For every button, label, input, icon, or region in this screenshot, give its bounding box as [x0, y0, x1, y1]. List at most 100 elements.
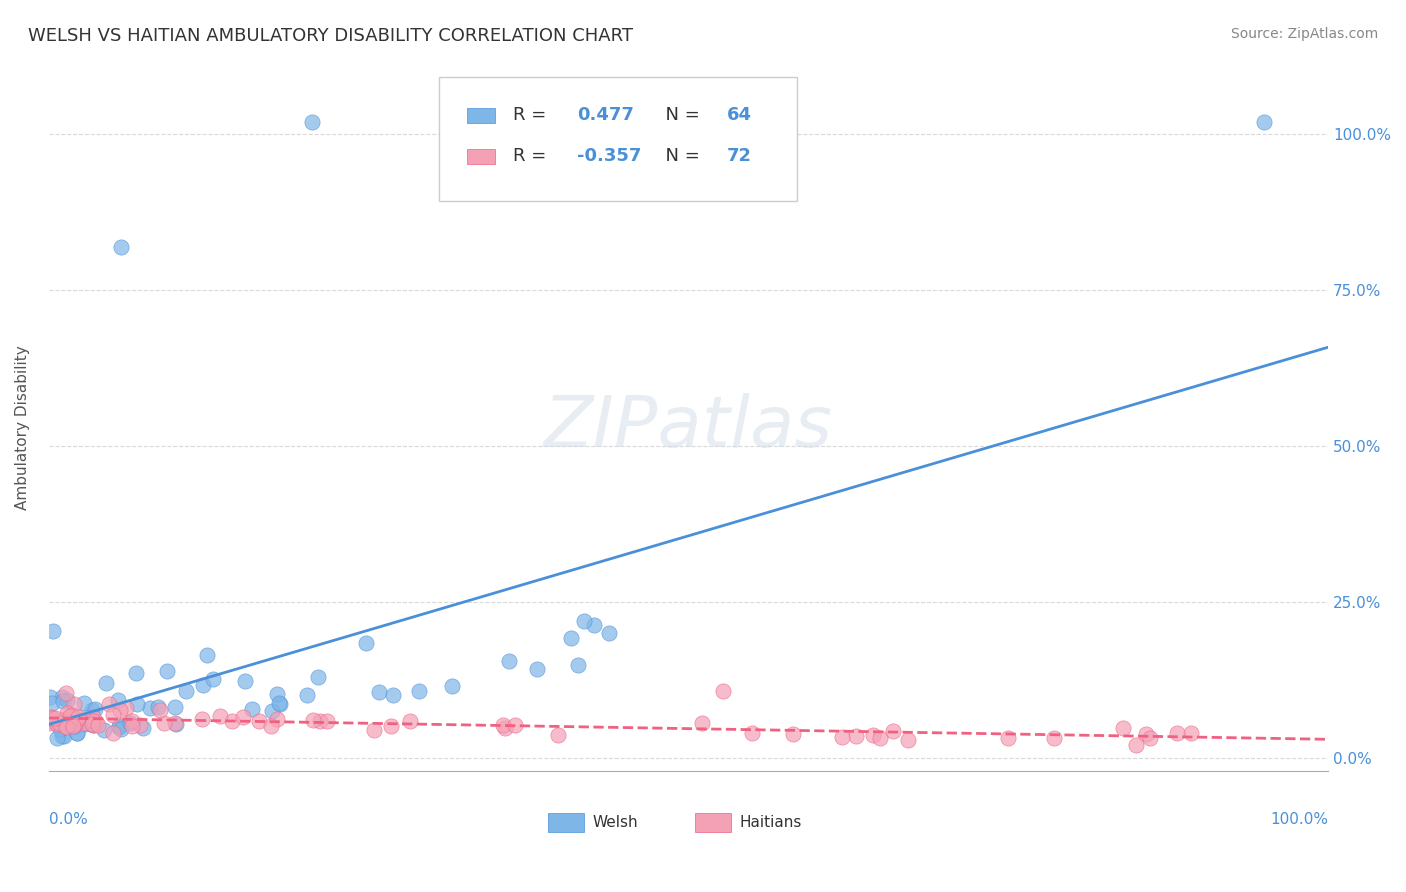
Point: [121, 714, 143, 728]
Point: [62, 719, 84, 733]
Point: [195, 648, 218, 662]
Point: [149, 703, 172, 717]
Point: [59, 709, 82, 723]
Point: [73, 696, 96, 710]
Point: [41, 696, 63, 710]
Point: [398, 714, 420, 729]
Point: [146, 700, 169, 714]
Point: [598, 626, 620, 640]
Point: [262, 705, 284, 719]
Point: [84, 714, 107, 729]
Point: [63, 716, 86, 731]
Point: [869, 731, 891, 746]
Point: [440, 679, 463, 693]
Point: [67, 710, 90, 724]
Point: [115, 701, 138, 715]
Point: [56, 693, 79, 707]
Point: [831, 730, 853, 744]
Point: [108, 721, 131, 735]
Point: [997, 731, 1019, 745]
Point: [80, 717, 103, 731]
Point: [269, 696, 291, 710]
Point: [65, 726, 87, 740]
Point: [60, 708, 83, 723]
Point: [129, 718, 152, 732]
Point: [39, 690, 62, 704]
Text: R =: R =: [513, 106, 553, 124]
Text: Source: ZipAtlas.com: Source: ZipAtlas.com: [1230, 27, 1378, 41]
Point: [367, 685, 389, 699]
Point: [87, 718, 110, 732]
Point: [174, 684, 197, 698]
Point: [560, 631, 582, 645]
Point: [53, 719, 76, 733]
Text: 0.477: 0.477: [576, 106, 634, 124]
Point: [63, 719, 86, 733]
Point: [208, 708, 231, 723]
Point: [1180, 725, 1202, 739]
Text: 72: 72: [727, 147, 752, 165]
Point: [494, 721, 516, 735]
Point: [232, 710, 254, 724]
Point: [354, 636, 377, 650]
Text: -0.357: -0.357: [576, 147, 641, 165]
Text: N =: N =: [654, 147, 706, 165]
Point: [882, 723, 904, 738]
Point: [233, 674, 256, 689]
Point: [108, 703, 131, 717]
Point: [44, 711, 66, 725]
Point: [110, 239, 132, 253]
Point: [1166, 726, 1188, 740]
Point: [1253, 114, 1275, 128]
Point: [845, 729, 868, 743]
FancyBboxPatch shape: [695, 814, 731, 832]
Point: [45, 717, 67, 731]
Point: [97, 698, 120, 712]
Point: [574, 615, 596, 629]
Point: [165, 700, 187, 714]
Point: [567, 657, 589, 672]
Point: [156, 664, 179, 678]
Point: [108, 719, 131, 733]
Point: [897, 733, 920, 747]
FancyBboxPatch shape: [467, 149, 495, 164]
Text: Welsh: Welsh: [592, 814, 638, 830]
Point: [269, 698, 291, 712]
Point: [1112, 722, 1135, 736]
Point: [62, 697, 84, 711]
Point: [165, 717, 187, 731]
Point: [42, 624, 65, 638]
Point: [190, 712, 212, 726]
Point: [153, 716, 176, 731]
Point: [380, 719, 402, 733]
Point: [55, 686, 77, 700]
Point: [526, 662, 548, 676]
Point: [266, 712, 288, 726]
Y-axis label: Ambulatory Disability: Ambulatory Disability: [15, 345, 30, 510]
Point: [301, 114, 323, 128]
Text: ZIPatlas: ZIPatlas: [544, 393, 832, 462]
Text: R =: R =: [513, 147, 553, 165]
Point: [1139, 731, 1161, 745]
Point: [59, 715, 82, 730]
Point: [127, 697, 149, 711]
Point: [862, 728, 884, 742]
Point: [492, 718, 515, 732]
Point: [66, 712, 89, 726]
Point: [202, 672, 225, 686]
Point: [1042, 731, 1064, 745]
Point: [503, 718, 526, 732]
Point: [53, 712, 76, 726]
Point: [711, 683, 734, 698]
Point: [53, 729, 76, 743]
Text: Haitians: Haitians: [740, 814, 801, 830]
Point: [302, 714, 325, 728]
Text: WELSH VS HAITIAN AMBULATORY DISABILITY CORRELATION CHART: WELSH VS HAITIAN AMBULATORY DISABILITY C…: [28, 27, 633, 45]
Point: [260, 719, 283, 733]
Point: [101, 707, 124, 722]
Point: [316, 714, 339, 729]
Point: [49, 722, 72, 736]
Point: [582, 617, 605, 632]
Point: [1125, 738, 1147, 752]
Point: [381, 688, 404, 702]
